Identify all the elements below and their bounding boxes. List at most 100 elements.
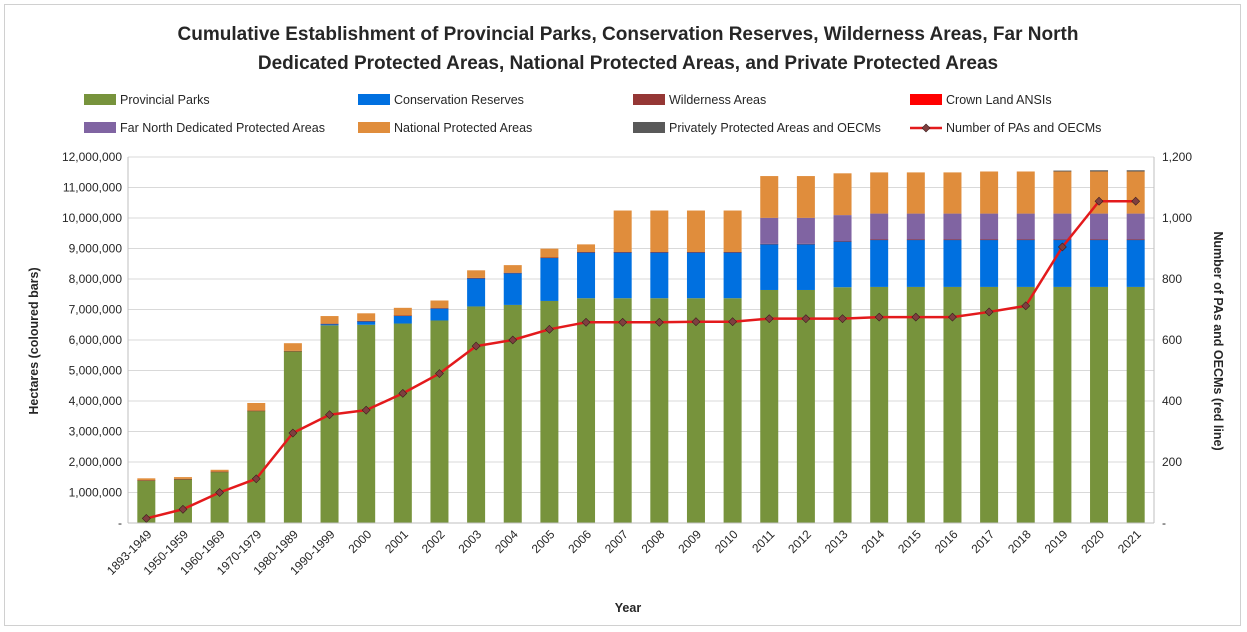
- x-tick-label: 2012: [785, 527, 814, 556]
- bar-segment: [1053, 171, 1072, 214]
- bar-segment: [1090, 213, 1109, 240]
- bar-segment: [247, 410, 266, 523]
- y-tick-label: 4,000,000: [69, 394, 123, 408]
- legend-swatch: [633, 94, 665, 105]
- legend-swatch: [84, 122, 116, 133]
- bar-segment: [467, 270, 486, 278]
- bar-segment: [870, 239, 889, 241]
- bar-segment: [943, 286, 962, 523]
- bar-segment: [613, 210, 632, 253]
- bar-segment: [173, 477, 192, 479]
- bar-segment: [943, 213, 962, 240]
- bar-segment: [833, 173, 852, 216]
- bar-segment: [980, 239, 999, 241]
- bar-segment: [320, 323, 339, 325]
- line-marker: [874, 312, 884, 322]
- line-marker: [178, 504, 188, 514]
- bar-segment: [210, 469, 229, 472]
- legend-swatch: [84, 94, 116, 105]
- legend-item: Crown Land ANSIs: [910, 93, 1052, 107]
- line-marker: [471, 341, 481, 351]
- line-marker: [728, 317, 738, 327]
- x-tick-label: 2020: [1078, 527, 1107, 556]
- bar-segment: [137, 480, 156, 481]
- legend-swatch: [358, 94, 390, 105]
- bar-segment: [357, 324, 376, 523]
- bar-segment: [393, 323, 412, 523]
- bar-segment: [357, 313, 376, 321]
- bar-segment: [210, 471, 229, 523]
- bar-segment: [833, 215, 852, 242]
- x-tick-label: 2021: [1115, 527, 1144, 556]
- bar-segment: [577, 252, 596, 253]
- bar-segment: [1090, 286, 1109, 523]
- bar-segment: [393, 307, 412, 316]
- bar-segment: [723, 210, 742, 253]
- x-tick-label: 2007: [602, 527, 631, 556]
- legend-swatch: [358, 122, 390, 133]
- line-marker: [215, 488, 225, 497]
- bar-segment: [1016, 286, 1035, 523]
- bar-segment: [723, 252, 742, 253]
- bar-segment: [540, 248, 559, 258]
- bar-segment: [760, 243, 779, 245]
- legend-label: Wilderness Areas: [669, 93, 766, 107]
- line-marker: [801, 314, 811, 324]
- bar-segment: [980, 171, 999, 214]
- bar-segment: [906, 213, 925, 240]
- bar-segment: [173, 479, 192, 523]
- bar-segment: [357, 320, 376, 322]
- bar-segment: [723, 252, 742, 299]
- bar-segment: [760, 289, 779, 523]
- line-marker: [251, 474, 261, 484]
- bar-segment: [906, 239, 925, 287]
- bar-segment: [1090, 239, 1109, 287]
- legend-label: Conservation Reserves: [394, 93, 524, 107]
- legend-label: Provincial Parks: [120, 93, 210, 107]
- y-axis-title: Hectares (coloured bars): [27, 267, 41, 414]
- line-marker: [288, 428, 298, 438]
- bar-segment: [723, 298, 742, 523]
- line-marker: [948, 312, 957, 322]
- y2-tick-label: 800: [1162, 272, 1182, 286]
- bar-segment: [503, 272, 522, 274]
- bar-segment: [943, 172, 962, 214]
- line-marker: [398, 388, 408, 398]
- y2-axis-ticks: - 200 400 600 800 1,000 1,200: [1162, 150, 1192, 530]
- y2-axis-title: Number of PAs and OECMs (red line): [1211, 231, 1225, 450]
- bar-segment: [1090, 239, 1109, 241]
- line-marker: [764, 314, 774, 324]
- line-marker: [838, 314, 847, 324]
- bar-segment: [393, 315, 412, 324]
- bar-segment: [173, 478, 192, 480]
- line-marker: [435, 369, 444, 378]
- bar-segment: [760, 243, 779, 290]
- bar-segment: [796, 176, 815, 218]
- bar-segment: [906, 172, 925, 214]
- y-tick-label: 12,000,000: [62, 150, 122, 164]
- bar-segment: [650, 298, 669, 523]
- bar-segment: [137, 480, 156, 523]
- bar-segment: [540, 257, 559, 259]
- chart-title-line-1: Cumulative Establishment of Provincial P…: [178, 24, 1079, 45]
- x-tick-label: 2001: [382, 527, 411, 556]
- x-tick-label: 2010: [712, 527, 741, 556]
- bar-segment: [796, 289, 815, 523]
- x-tick-label: 2004: [492, 527, 521, 556]
- legend-label: Number of PAs and OECMs: [946, 121, 1101, 135]
- legend-swatch: [633, 122, 665, 133]
- y-tick-label: 9,000,000: [69, 242, 123, 256]
- bar-segment: [1126, 239, 1145, 241]
- line-marker: [1094, 196, 1104, 206]
- x-tick-label: 2014: [859, 527, 888, 556]
- bar-segment: [577, 252, 596, 299]
- bar-segment: [796, 217, 815, 244]
- bar-segment: [833, 241, 852, 242]
- bar-segment: [137, 478, 156, 481]
- gridlines: [128, 156, 1154, 493]
- x-tick-label: 2015: [895, 527, 924, 556]
- bar-segment: [357, 321, 376, 325]
- legend-label: National Protected Areas: [394, 121, 532, 135]
- bar-segment: [906, 239, 925, 241]
